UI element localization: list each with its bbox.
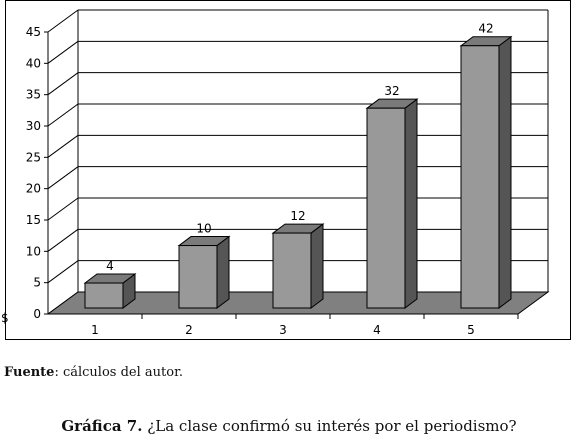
bar-front bbox=[178, 245, 218, 309]
gridline-side bbox=[47, 103, 79, 127]
caption-text: ¿La clase confirmó su interés por el per… bbox=[142, 417, 517, 435]
y-tick-label: 15 bbox=[26, 213, 41, 227]
source-text: : cálculos del autor. bbox=[54, 365, 183, 380]
gridline-side bbox=[47, 9, 79, 33]
data-label: 4 bbox=[106, 259, 114, 273]
gridline-side bbox=[47, 134, 79, 158]
bar-chart: 0 5 10 15 20 25 30 35 40 45 4 1 10 2 12 3 32 4 42 5 $ bbox=[1, 9, 550, 337]
gridline-side bbox=[47, 72, 79, 96]
bar bbox=[365, 98, 419, 309]
gridline-side bbox=[47, 197, 79, 221]
x-tick-label: 5 bbox=[467, 323, 475, 337]
y-tick-label: 0 bbox=[33, 307, 41, 321]
gridline-side bbox=[47, 166, 79, 190]
data-label: 42 bbox=[478, 22, 493, 36]
caption-label: Gráfica 7. bbox=[61, 417, 143, 435]
bar-front bbox=[460, 45, 500, 309]
bar-front bbox=[366, 107, 406, 309]
y-tick-label: 25 bbox=[26, 150, 41, 164]
bar-front bbox=[84, 282, 124, 309]
x-tick-label: 4 bbox=[373, 323, 381, 337]
x-tick-label: 2 bbox=[185, 323, 193, 337]
stray-label: $ bbox=[1, 311, 9, 325]
data-label: 10 bbox=[196, 222, 211, 236]
y-tick-label: 5 bbox=[33, 276, 41, 290]
y-tick-label: 20 bbox=[26, 182, 41, 196]
y-tick-label: 35 bbox=[26, 88, 41, 102]
x-tick-label: 3 bbox=[279, 323, 287, 337]
x-tick-label: 1 bbox=[91, 323, 99, 337]
source-note: Fuente: cálculos del autor. bbox=[4, 365, 183, 380]
bar bbox=[83, 273, 137, 309]
bar-side bbox=[498, 35, 512, 309]
bar bbox=[271, 223, 325, 309]
bar-front bbox=[272, 232, 312, 309]
gridline-side bbox=[47, 228, 79, 252]
gridline-side bbox=[47, 40, 79, 64]
bar bbox=[177, 235, 231, 309]
y-tick-label: 45 bbox=[26, 25, 41, 39]
y-tick-label: 40 bbox=[26, 56, 41, 70]
figure-caption: Gráfica 7. ¿La clase confirmó su interés… bbox=[0, 417, 578, 435]
bar-side bbox=[216, 235, 230, 309]
source-label: Fuente bbox=[4, 365, 55, 380]
bar bbox=[459, 35, 513, 309]
data-label: 12 bbox=[290, 209, 305, 223]
gridline-side bbox=[47, 260, 79, 284]
bar-side bbox=[404, 98, 418, 309]
y-tick-label: 30 bbox=[26, 119, 41, 133]
bar-side bbox=[310, 223, 324, 309]
y-tick-label: 10 bbox=[26, 244, 41, 258]
data-label: 32 bbox=[384, 84, 399, 98]
